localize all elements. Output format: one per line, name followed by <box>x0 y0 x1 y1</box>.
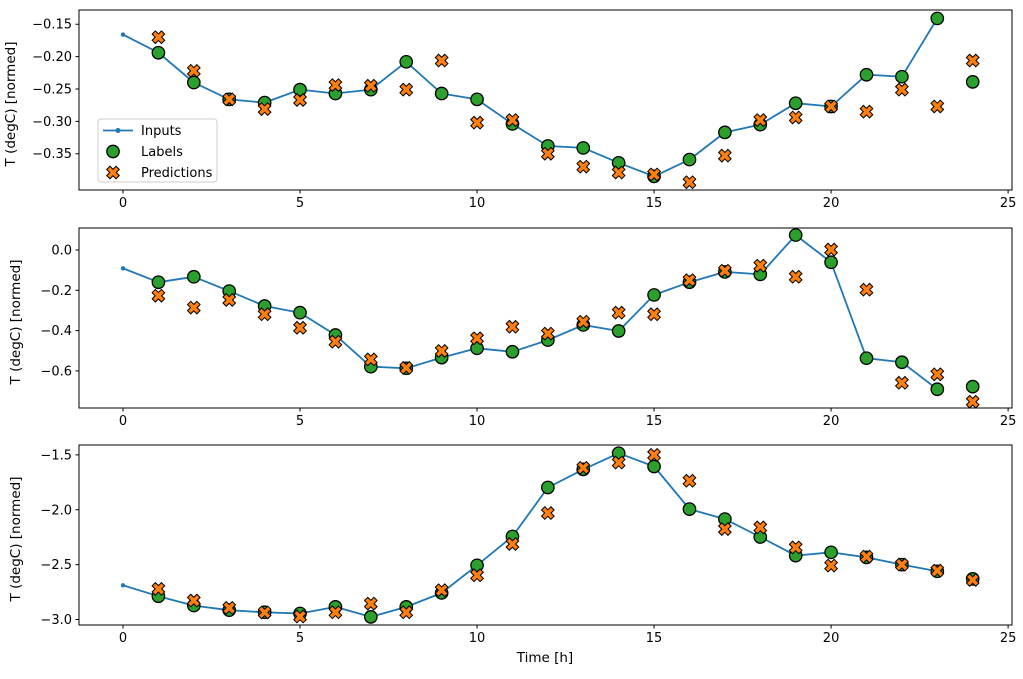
y-axis-ticks: −0.15 −0.20 −0.25 −0.30 −0.35 <box>32 18 79 162</box>
x-tick-label: 15 <box>646 631 663 646</box>
y-tick-label: −0.20 <box>32 50 72 65</box>
y-axis-ticks: −1.5 −2.0 −2.5 −3.0 <box>40 448 79 628</box>
subplot-middle: 0 5 10 15 20 25 0.0 −0.2 −0.4 −0.6 <box>40 227 1017 429</box>
x-tick-label: 10 <box>469 631 486 646</box>
x-tick-label: 20 <box>823 414 840 429</box>
y-axis-ticks: 0.0 −0.2 −0.4 −0.6 <box>40 243 79 379</box>
x-tick-label: 10 <box>469 414 486 429</box>
y-tick-label: −0.30 <box>32 115 72 130</box>
series-inputs <box>120 16 940 179</box>
x-tick-label: 15 <box>646 196 663 211</box>
x-axis-label: Time [h] <box>516 650 573 666</box>
x-tick-label: 0 <box>119 196 127 211</box>
y-tick-label: −0.25 <box>32 82 72 97</box>
y-axis-label-top: T (degC) [normed] <box>3 42 19 168</box>
x-tick-label: 0 <box>119 631 127 646</box>
y-tick-label: 0.0 <box>51 243 72 258</box>
x-tick-label: 0 <box>119 414 127 429</box>
legend-dot-sample-icon <box>115 128 121 133</box>
legend-x-marker-icon <box>106 165 120 180</box>
y-tick-label: −0.4 <box>40 324 72 339</box>
y-tick-label: −0.15 <box>32 18 72 33</box>
x-tick-label: 5 <box>296 631 304 646</box>
y-axis-label-bottom: T (degC) [normed] <box>8 477 24 603</box>
x-tick-label: 5 <box>296 196 304 211</box>
x-axis-ticks: 0 5 10 15 20 25 <box>119 190 1017 211</box>
series-labels <box>151 446 980 624</box>
axes-frame <box>78 9 1013 191</box>
y-tick-label: −2.5 <box>40 558 72 573</box>
x-tick-label: 20 <box>823 631 840 646</box>
x-tick-label: 15 <box>646 414 663 429</box>
x-tick-label: 5 <box>296 414 304 429</box>
series-labels <box>151 228 980 397</box>
y-tick-label: −0.6 <box>40 364 72 379</box>
series-predictions <box>151 447 980 624</box>
series-predictions <box>151 30 980 190</box>
legend-item-predictions: Predictions <box>141 166 213 181</box>
legend-item-labels: Labels <box>141 145 183 160</box>
y-tick-label: −2.0 <box>40 503 72 518</box>
legend-frame <box>97 118 218 183</box>
legend-markers <box>103 128 133 180</box>
y-tick-label: −3.0 <box>40 613 72 628</box>
x-axis-ticks: 0 5 10 15 20 25 <box>119 625 1017 646</box>
series-inputs <box>120 451 940 620</box>
x-tick-label: 25 <box>1000 196 1017 211</box>
y-axis-label-middle: T (degC) [normed] <box>8 260 24 386</box>
x-tick-label: 25 <box>1000 414 1017 429</box>
x-tick-label: 20 <box>823 196 840 211</box>
series-predictions <box>151 242 980 409</box>
y-tick-label: −0.2 <box>40 284 72 299</box>
y-tick-label: −1.5 <box>40 448 72 463</box>
legend-item-inputs: Inputs <box>141 124 182 139</box>
y-tick-label: −0.35 <box>32 147 72 162</box>
series-inputs <box>120 232 940 392</box>
axes-frame <box>78 227 1013 409</box>
x-tick-label: 10 <box>469 196 486 211</box>
x-axis-ticks: 0 5 10 15 20 25 <box>119 408 1017 429</box>
subplot-bottom: 0 5 10 15 20 25 −1.5 −2.0 −2.5 −3.0 <box>40 444 1017 646</box>
axes-frame <box>78 444 1013 626</box>
subplot-top: 0 5 10 15 20 25 −0.15 −0.20 −0.25 −0.30 −0.35 <box>32 9 1017 211</box>
legend-circle-marker-icon <box>106 144 120 159</box>
x-tick-label: 25 <box>1000 631 1017 646</box>
legend: Inputs Labels Predictions <box>97 118 218 183</box>
